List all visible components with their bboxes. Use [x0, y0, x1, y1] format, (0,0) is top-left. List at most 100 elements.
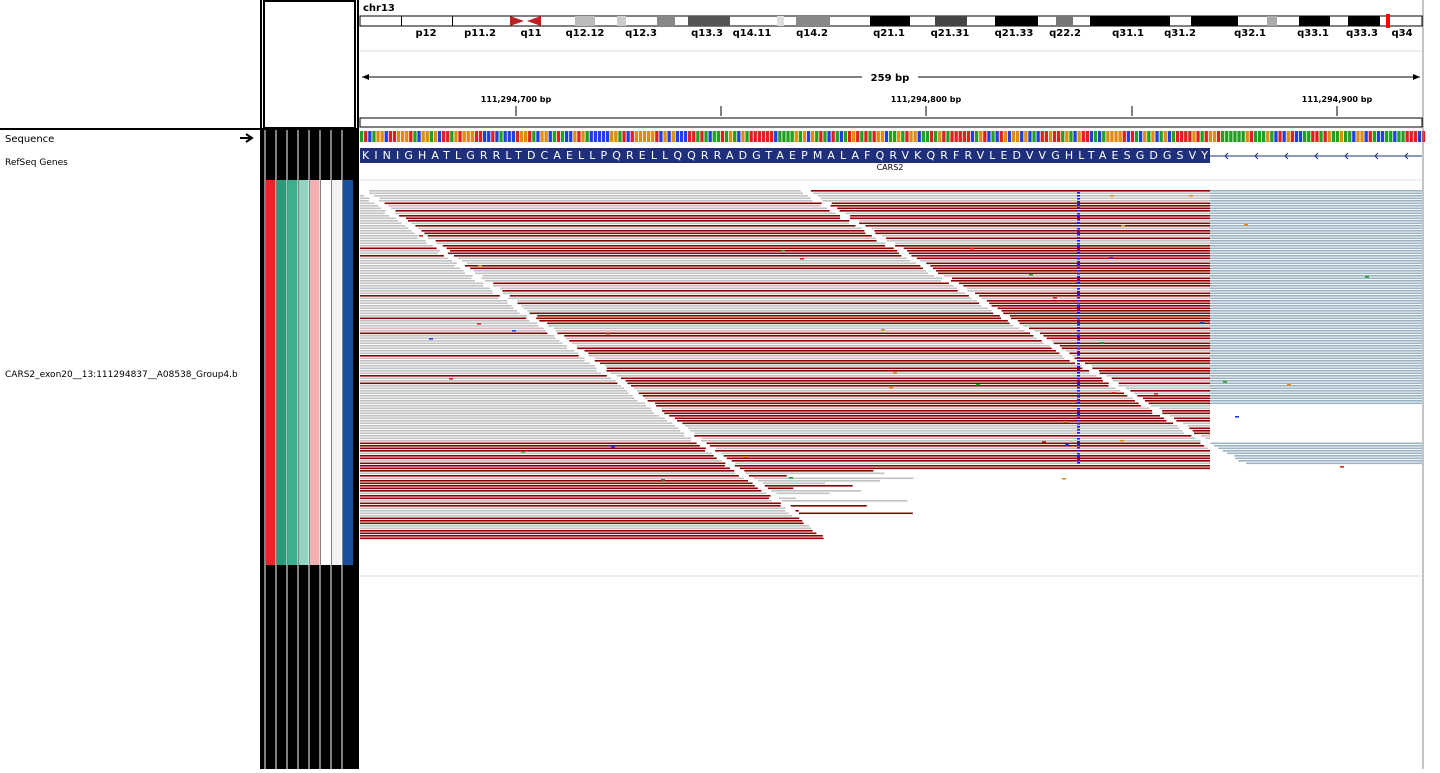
read [1162, 410, 1210, 412]
strand-arrow[interactable] [240, 133, 254, 143]
read [776, 492, 830, 495]
base [905, 131, 909, 142]
read [1210, 327, 1422, 330]
read [360, 452, 712, 455]
mismatch [1077, 357, 1080, 359]
mismatch [1077, 282, 1080, 284]
cytoband [1299, 16, 1330, 26]
read [1210, 310, 1422, 312]
base [729, 131, 733, 142]
mismatch [1077, 441, 1080, 443]
read [360, 270, 464, 272]
read [781, 500, 908, 502]
cytoband [1090, 16, 1170, 26]
mismatch [1100, 342, 1104, 344]
read [938, 272, 1210, 275]
read [360, 257, 449, 260]
mismatch [1077, 318, 1080, 320]
base [1016, 131, 1020, 142]
read [360, 240, 426, 242]
attribute-cell [288, 180, 298, 565]
track-name[interactable]: Sequence [5, 134, 54, 145]
base [450, 131, 454, 142]
base [519, 131, 524, 142]
cytoband-label: q21.1 [873, 28, 905, 39]
read [850, 215, 1210, 217]
read [1162, 412, 1210, 415]
base [925, 131, 930, 142]
base [392, 131, 397, 142]
base [966, 131, 971, 142]
base [1020, 131, 1024, 142]
cytoband-label: p12 [415, 28, 436, 39]
read [360, 385, 621, 387]
base [425, 131, 429, 142]
base [384, 131, 388, 142]
read [360, 435, 685, 437]
mismatch [1189, 195, 1193, 197]
base [675, 131, 679, 142]
mismatch [1077, 435, 1080, 437]
track-name[interactable]: RefSeq Genes [5, 158, 68, 168]
ruler-label: 111,294,700 bp [481, 95, 552, 104]
read [360, 462, 726, 465]
mismatch [1077, 378, 1080, 380]
base [409, 131, 413, 142]
base [638, 131, 643, 142]
read [638, 392, 1125, 395]
read [1210, 322, 1422, 325]
ideogram[interactable]: p12 p11.2 q11 q12.12 q12.3 q13.3 q14.11 q14.2 q2… [359, 14, 1423, 39]
read [1137, 395, 1210, 397]
read [1214, 445, 1422, 447]
ruler: 111,294,700 bp 111,294,800 bp 111,294,900 … [481, 95, 1372, 116]
read [577, 347, 1052, 350]
read [360, 275, 473, 277]
read [1210, 200, 1422, 202]
base [1311, 131, 1315, 142]
read [1210, 235, 1422, 237]
read [360, 417, 665, 420]
read [1210, 207, 1422, 210]
mismatch [1077, 417, 1080, 419]
mismatch [1077, 384, 1080, 386]
base [970, 131, 975, 142]
read [1210, 195, 1422, 197]
cytoband [452, 16, 453, 26]
read [951, 280, 1210, 282]
mismatch [1077, 234, 1080, 236]
ruler-label: 111,294,800 bp [891, 95, 962, 104]
base [667, 131, 671, 142]
read [1210, 282, 1422, 285]
read [907, 250, 1210, 252]
track-name[interactable]: CARS2_exon20__13:111294837__A08538_Group… [5, 370, 238, 380]
read [895, 242, 1210, 245]
read [1210, 330, 1422, 332]
base [1188, 131, 1192, 142]
base [819, 131, 823, 142]
read [565, 337, 1037, 340]
base [499, 131, 503, 142]
base [1110, 131, 1114, 142]
base [712, 131, 716, 142]
mismatch [1223, 381, 1227, 383]
base [1077, 131, 1081, 142]
base [487, 131, 491, 142]
mismatch [1077, 324, 1080, 326]
read [1210, 220, 1422, 222]
read [709, 445, 1205, 447]
attribute-cell [332, 180, 342, 565]
base [765, 131, 770, 142]
read [1210, 202, 1422, 205]
base [1303, 131, 1307, 142]
read [715, 447, 1209, 450]
read [661, 407, 1150, 410]
base [847, 131, 852, 142]
mismatch [1077, 366, 1080, 368]
mismatch [1077, 462, 1080, 464]
base [618, 131, 622, 142]
read [360, 265, 455, 267]
base [1171, 131, 1176, 142]
mismatch [1365, 276, 1369, 278]
base [433, 131, 438, 142]
